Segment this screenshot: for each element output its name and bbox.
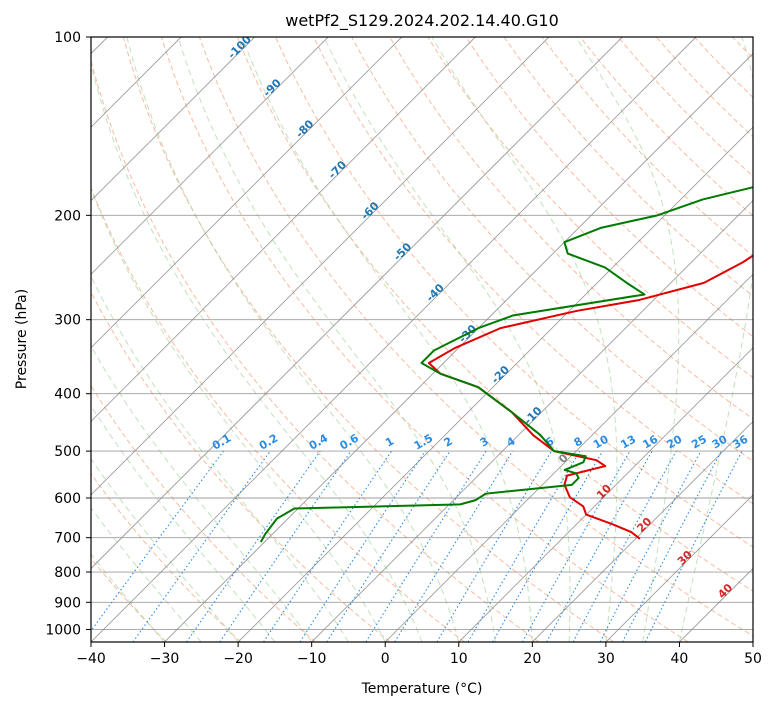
plot-frame bbox=[90, 36, 754, 643]
mixing-ratio-line bbox=[219, 450, 352, 642]
isotherm-line bbox=[384, 273, 753, 642]
x-tick-label: −20 bbox=[223, 651, 253, 667]
x-tick-label: 0 bbox=[381, 651, 390, 667]
isotherm-line bbox=[91, 37, 550, 496]
moist-adiabat-line bbox=[91, 553, 165, 642]
chart-title: wetPf2_S129.2024.202.14.40.G10 bbox=[285, 11, 559, 31]
dry-adiabat-line bbox=[503, 37, 753, 297]
x-tick-label: −40 bbox=[76, 651, 106, 667]
y-tick-label: 1000 bbox=[45, 622, 81, 638]
y-tick-label: 100 bbox=[54, 30, 81, 46]
dry-adiabat-line bbox=[91, 472, 242, 642]
dry-adiabat-line bbox=[91, 557, 167, 642]
y-axis-label: Pressure (hPa) bbox=[14, 289, 30, 389]
mixing-ratio-line bbox=[132, 450, 271, 642]
dry-adiabat-line bbox=[275, 37, 753, 548]
dewpoint-profile-line bbox=[259, 186, 753, 543]
mixing-ratio-line bbox=[521, 450, 631, 642]
moist-adiabat-line bbox=[678, 37, 753, 642]
isotherm-line bbox=[237, 126, 753, 642]
y-tick-label: 500 bbox=[54, 444, 81, 460]
moist-adiabat-line bbox=[91, 507, 202, 642]
mixing-ratio-line bbox=[644, 450, 743, 642]
y-tick-label: 700 bbox=[54, 531, 81, 547]
moist-adiabat-line bbox=[431, 37, 618, 642]
isotherm-line bbox=[91, 37, 476, 422]
dry-adiabat-line bbox=[91, 186, 465, 642]
dry-adiabat-line bbox=[160, 37, 689, 642]
moist-adiabat-line bbox=[323, 37, 571, 642]
x-tick-label: −30 bbox=[150, 651, 180, 667]
moist-adiabat-line bbox=[91, 275, 349, 642]
mixing-ratio-line bbox=[546, 450, 653, 642]
y-tick-label: 900 bbox=[54, 595, 81, 611]
dry-adiabat-line bbox=[313, 37, 753, 505]
isotherm-line bbox=[91, 37, 403, 349]
y-tick-label: 200 bbox=[54, 208, 81, 224]
moist-adiabat-line bbox=[241, 37, 533, 642]
dry-adiabat-line bbox=[91, 291, 391, 642]
moist-adiabat-line bbox=[177, 37, 497, 642]
isotherm-line bbox=[532, 420, 753, 642]
moist-adiabat-line bbox=[91, 62, 423, 642]
y-tick-label: 400 bbox=[54, 387, 81, 403]
moist-adiabat-line bbox=[91, 188, 386, 642]
y-tick-label: 600 bbox=[54, 491, 81, 507]
y-tick-label: 300 bbox=[54, 313, 81, 329]
dry-adiabat-line bbox=[198, 37, 753, 637]
isotherm-line bbox=[605, 494, 753, 642]
x-tick-label: 20 bbox=[523, 651, 541, 667]
moist-adiabat-line bbox=[91, 404, 276, 642]
isotherm-line bbox=[91, 37, 329, 275]
x-tick-label: 10 bbox=[450, 651, 468, 667]
mixing-ratio-line bbox=[91, 450, 224, 632]
dry-adiabat-line bbox=[91, 384, 316, 642]
temperature-profile-line bbox=[427, 254, 753, 540]
background-lines bbox=[91, 37, 753, 642]
dry-adiabat-line bbox=[91, 58, 540, 642]
isotherm-line bbox=[458, 347, 753, 642]
dry-adiabat-line bbox=[427, 37, 753, 379]
isotherm-line bbox=[164, 52, 753, 642]
x-axis-label: Temperature (°C) bbox=[361, 681, 483, 697]
y-tick-label: 800 bbox=[54, 565, 81, 581]
moist-adiabat-line bbox=[575, 37, 680, 642]
x-tick-label: 50 bbox=[744, 651, 762, 667]
x-tick-label: 40 bbox=[671, 651, 689, 667]
moist-adiabat-line bbox=[126, 37, 460, 642]
dry-adiabat-line bbox=[122, 37, 615, 642]
isotherm-line bbox=[91, 37, 255, 202]
x-tick-label: −10 bbox=[297, 651, 327, 667]
x-tick-label: 30 bbox=[597, 651, 615, 667]
mixing-ratio-line bbox=[572, 450, 677, 642]
mixing-ratio-line bbox=[326, 450, 451, 642]
series-layer bbox=[259, 186, 753, 543]
mixing-ratio-line bbox=[186, 450, 321, 642]
axes-layer: −40 −30 −20 −10 0 10 20 30 40 50 100 200 300 400 500 60… bbox=[45, 30, 762, 667]
dry-adiabat-line bbox=[236, 37, 753, 592]
dry-adiabat-line bbox=[351, 37, 753, 462]
moist-adiabat-line bbox=[91, 458, 239, 642]
isotherm-line bbox=[91, 37, 697, 642]
mixing-ratio-line bbox=[263, 450, 392, 642]
mixing-ratio-line bbox=[299, 450, 426, 642]
isotherm-line bbox=[311, 200, 753, 642]
isotherm-line bbox=[91, 37, 623, 570]
